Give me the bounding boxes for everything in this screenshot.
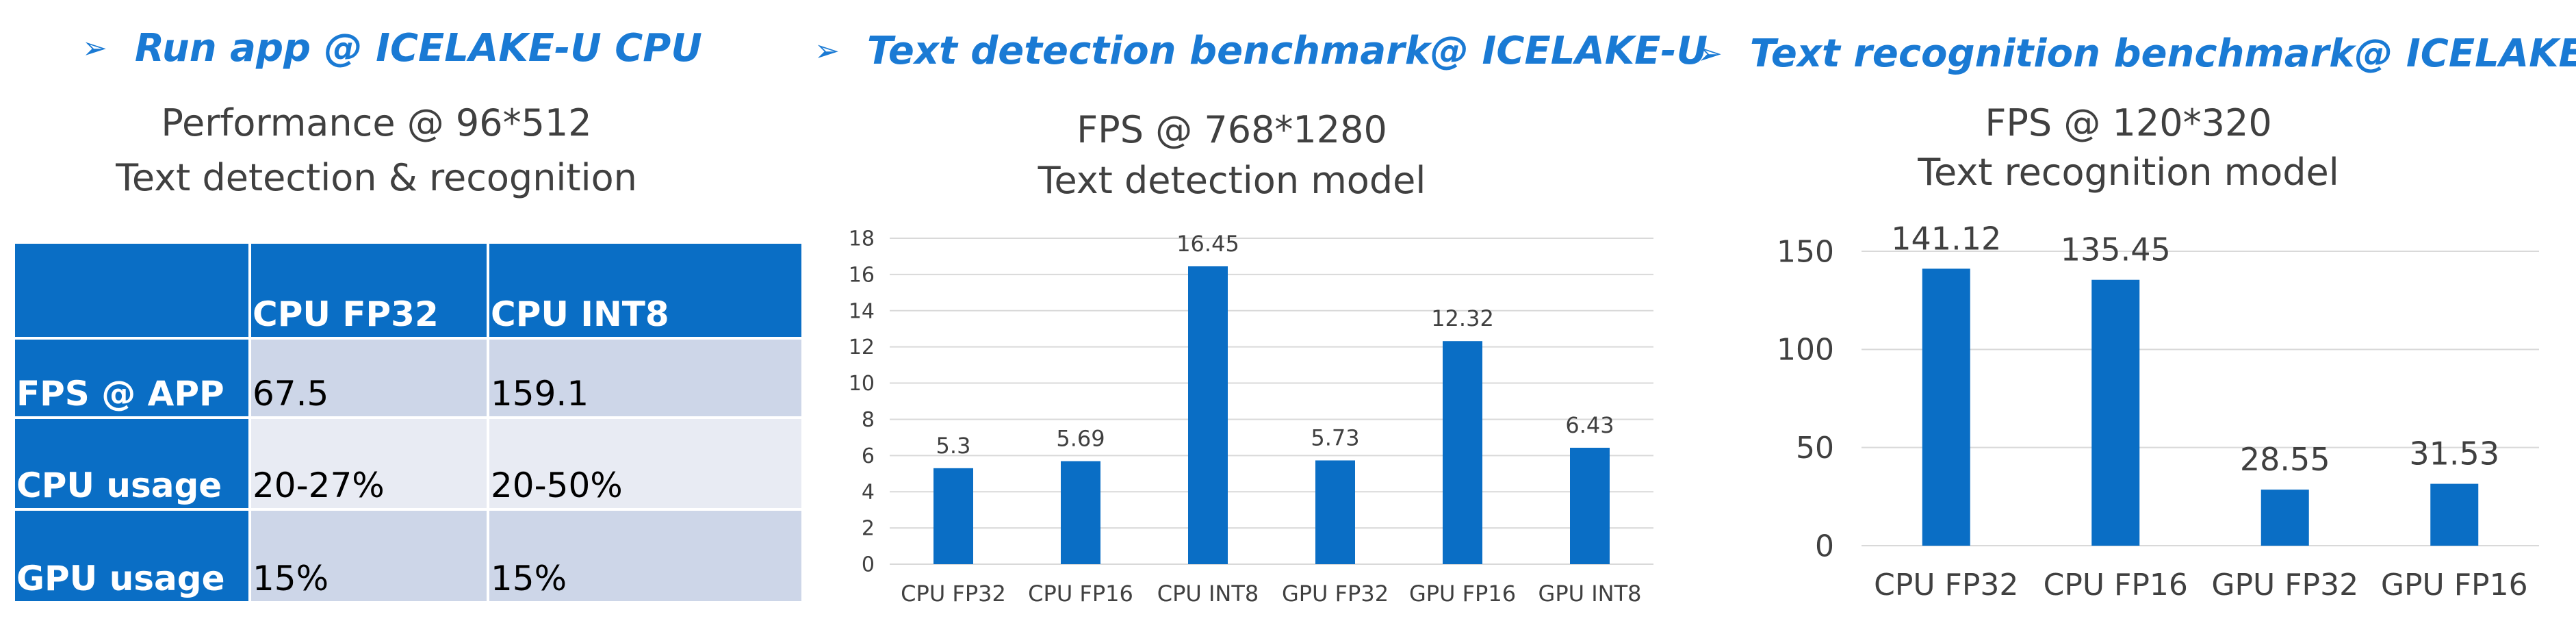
data-label: 5.3 [936,433,971,459]
x-tick-label: GPU FP32 [2211,568,2358,603]
x-tick-label: GPU FP32 [1282,581,1389,607]
y-tick-label: 4 [862,481,875,505]
y-tick-label: 8 [862,408,875,432]
table-cell: 159.1 [487,337,804,419]
bar [1061,461,1100,564]
right-subtitle-2: Text recognition model [1918,151,2339,194]
y-tick-label: 50 [1796,431,1834,466]
x-tick-label: CPU FP32 [901,581,1006,607]
middle-subtitle-2: Text detection model [1038,159,1426,202]
x-tick-label: CPU INT8 [1157,581,1259,607]
table-row: FPS @ APP 67.5 159.1 [12,337,804,419]
x-tick-label: CPU FP16 [2044,568,2188,603]
data-label: 6.43 [1565,412,1614,438]
bar [2261,490,2309,546]
data-label: 12.32 [1431,305,1494,331]
y-tick-label: 14 [849,299,875,323]
right-panel: ➢ Text recognition benchmark@ ICELAKE-U … [1690,0,2576,634]
data-label: 31.53 [2409,435,2499,472]
y-tick-label: 100 [1777,333,1834,368]
performance-table: CPU FP32 CPU INT8 FPS @ APP 67.5 159.1 C… [12,241,804,604]
y-tick-label: 18 [849,227,875,251]
table-header-row: CPU FP32 CPU INT8 [12,241,804,340]
data-label: 5.73 [1311,424,1359,451]
bar [1443,341,1482,564]
bar [1188,266,1228,564]
x-tick-label: GPU FP16 [2381,568,2528,603]
table-row: CPU usage 20-27% 20-50% [12,416,804,511]
data-label: 28.55 [2240,441,2330,478]
data-label: 16.45 [1176,231,1239,257]
row-label: GPU usage [12,508,251,604]
left-heading: ➢ Run app @ ICELAKE-U CPU [82,26,702,71]
arrow-bullet-icon: ➢ [82,31,107,66]
table-header-cell [12,241,251,340]
table-cell: 15% [487,508,804,604]
arrow-bullet-icon: ➢ [1697,36,1723,71]
left-subtitle-2: Text detection & recognition [116,156,637,199]
table-cell: 20-50% [487,416,804,511]
x-tick-label: GPU FP16 [1409,581,1516,607]
right-heading: ➢ Text recognition benchmark@ ICELAKE-U [1697,31,2576,76]
table-header-cell: CPU FP32 [248,241,489,340]
y-tick-label: 0 [1815,529,1834,563]
left-subtitle-1: Performance @ 96*512 [161,101,592,144]
y-tick-label: 150 [1777,234,1834,269]
right-heading-text: Text recognition benchmark@ ICELAKE-U [1749,31,2576,76]
table-header-cell: CPU INT8 [487,241,804,340]
table-cell: 15% [248,508,489,604]
detection-chart: 0 2 4 6 8 10 12 14 16 18 5.3 CPU FP32 5.69 CPU FP16 16… [849,227,1653,607]
y-tick-label: 16 [849,263,875,287]
bar [1922,268,1970,546]
table-cell: 67.5 [248,337,489,419]
table-cell: 20-27% [248,416,489,511]
y-tick-label: 0 [862,553,875,577]
left-panel: ➢ Run app @ ICELAKE-U CPU Performance @ … [0,0,808,634]
y-tick-label: 12 [849,335,875,359]
bar [1570,447,1610,564]
y-tick-label: 2 [862,517,875,541]
data-label: 135.45 [2061,231,2171,268]
bar [933,468,973,564]
y-tick-label: 6 [862,444,875,468]
middle-subtitle-1: FPS @ 768*1280 [1077,108,1387,151]
middle-heading: ➢ Text detection benchmark@ ICELAKE-U [814,29,1708,73]
table-row: GPU usage 15% 15% [12,508,804,604]
left-heading-text: Run app @ ICELAKE-U CPU [134,26,702,71]
bar [2430,483,2479,546]
arrow-bullet-icon: ➢ [814,34,840,68]
y-tick-label: 10 [849,372,875,396]
x-tick-label: CPU FP16 [1028,581,1133,607]
x-tick-label: CPU FP32 [1874,568,2018,603]
bar [2091,279,2140,546]
row-label: CPU usage [12,416,251,511]
x-tick-label: GPU INT8 [1538,581,1642,607]
data-label: 141.12 [1891,220,2001,257]
bar [1315,460,1355,564]
row-label: FPS @ APP [12,337,251,419]
recognition-chart: 0 50 100 150 141.12 CPU FP32 135.45 CPU FP16 28.… [1777,220,2539,603]
middle-panel: ➢ Text detection benchmark@ ICELAKE-U FP… [808,0,1708,634]
data-label: 5.69 [1056,426,1105,452]
right-subtitle-1: FPS @ 120*320 [1985,101,2272,144]
middle-heading-text: Text detection benchmark@ ICELAKE-U [866,29,1708,73]
